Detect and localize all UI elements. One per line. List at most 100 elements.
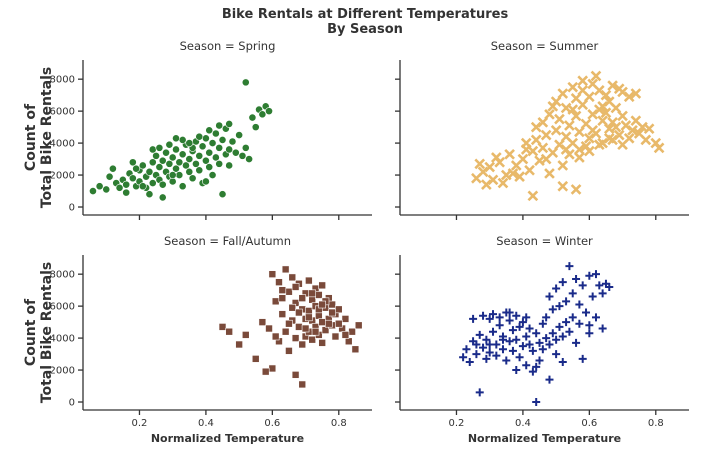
x-tick-label: 0.8 xyxy=(648,418,664,429)
data-point xyxy=(605,282,614,291)
data-point xyxy=(532,362,541,371)
data-point xyxy=(485,348,494,357)
data-point xyxy=(575,319,584,328)
data-point xyxy=(301,324,310,333)
data-point xyxy=(512,335,521,344)
data-point xyxy=(148,145,157,154)
data-point xyxy=(548,305,557,314)
data-point xyxy=(574,152,585,163)
x-tick-label: 0.4 xyxy=(515,418,531,429)
data-point xyxy=(155,163,164,171)
data-point xyxy=(585,271,594,280)
data-point xyxy=(298,340,307,349)
data-point xyxy=(508,346,517,355)
data-point xyxy=(537,116,549,128)
data-point xyxy=(291,371,300,379)
data-point xyxy=(148,158,157,167)
data-point xyxy=(308,335,317,344)
data-point xyxy=(178,150,187,159)
data-point xyxy=(620,120,632,131)
data-point xyxy=(251,123,260,132)
data-point xyxy=(567,81,579,93)
data-point xyxy=(597,115,608,127)
data-point xyxy=(105,172,114,181)
data-point xyxy=(178,135,187,144)
data-point xyxy=(505,337,514,346)
data-point xyxy=(128,174,137,183)
data-point xyxy=(265,324,273,333)
data-point xyxy=(550,124,562,136)
data-point xyxy=(228,137,237,146)
data-point xyxy=(215,143,224,152)
data-point xyxy=(115,183,124,192)
x-axis-label: Normalized Temperature xyxy=(468,432,621,445)
data-point xyxy=(195,151,204,160)
data-point xyxy=(211,129,220,138)
data-point xyxy=(168,153,177,162)
data-point xyxy=(630,88,642,99)
data-point xyxy=(485,340,494,349)
data-point xyxy=(544,168,555,179)
data-point xyxy=(575,300,584,309)
data-point xyxy=(535,338,544,347)
panel-summer: Season = Summer xyxy=(395,39,689,220)
data-point xyxy=(318,339,326,347)
data-point xyxy=(208,171,217,179)
data-point xyxy=(574,126,585,138)
data-point xyxy=(268,270,277,278)
y-tick-label: 8000 xyxy=(50,75,75,86)
data-point xyxy=(558,278,567,287)
data-point xyxy=(132,164,141,173)
panel-title: Season = Summer xyxy=(491,39,599,53)
data-point xyxy=(462,345,471,354)
data-point xyxy=(482,335,491,344)
data-point xyxy=(640,134,652,146)
data-point xyxy=(285,319,293,328)
x-tick-label: 0.8 xyxy=(331,418,347,429)
x-axis-label: Normalized Temperature xyxy=(151,432,304,445)
data-point xyxy=(128,158,137,167)
data-point xyxy=(328,300,336,309)
data-point xyxy=(568,289,577,298)
data-point xyxy=(554,113,565,125)
data-point xyxy=(172,134,180,143)
data-point xyxy=(545,375,554,384)
data-point xyxy=(175,171,184,179)
data-point xyxy=(577,99,589,111)
data-point xyxy=(315,291,323,299)
data-point xyxy=(278,286,287,294)
data-point xyxy=(95,182,104,191)
panel-title: Season = Spring xyxy=(180,39,276,53)
data-point xyxy=(562,297,571,306)
data-point xyxy=(495,313,504,322)
data-point xyxy=(552,335,561,344)
data-point xyxy=(318,300,326,309)
data-point xyxy=(328,308,336,317)
data-point xyxy=(288,303,297,312)
data-point xyxy=(202,156,210,165)
data-point xyxy=(258,110,267,119)
data-point xyxy=(552,284,561,293)
data-point xyxy=(572,274,581,283)
data-point xyxy=(492,351,501,360)
data-point xyxy=(231,148,240,157)
data-point xyxy=(552,350,561,359)
data-point xyxy=(504,148,515,160)
data-point xyxy=(268,364,277,373)
y-axis-label: Count ofTotal Bike Rentals xyxy=(23,67,55,208)
data-point xyxy=(600,89,612,101)
data-point xyxy=(291,334,300,342)
y-tick-label: 0 xyxy=(69,398,75,409)
data-point xyxy=(487,174,499,186)
data-point xyxy=(238,151,247,160)
data-point xyxy=(558,358,567,367)
data-point xyxy=(518,318,527,327)
data-point xyxy=(484,161,496,173)
data-point xyxy=(617,110,628,122)
data-point xyxy=(587,108,599,120)
data-point xyxy=(495,321,504,330)
data-point xyxy=(122,188,131,197)
x-tick-label: 0.6 xyxy=(264,418,280,429)
